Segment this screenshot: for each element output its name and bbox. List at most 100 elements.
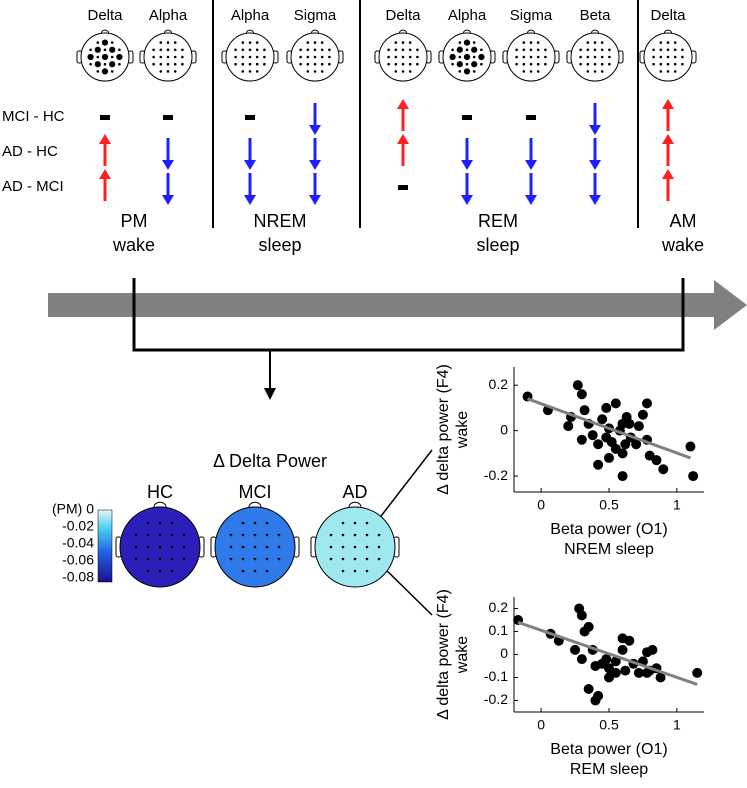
electrode	[96, 41, 100, 44]
electrode	[456, 46, 463, 53]
electrode	[158, 521, 162, 525]
electrode	[673, 41, 677, 44]
point	[593, 439, 604, 450]
electrode	[146, 533, 150, 537]
electrode	[313, 70, 317, 73]
electrode	[608, 55, 611, 59]
stage-label: AM	[670, 211, 697, 231]
electrode	[253, 557, 257, 561]
electrode	[401, 62, 405, 66]
electrode	[536, 70, 540, 73]
electrode	[416, 48, 419, 52]
electrode	[659, 48, 663, 52]
no-change	[100, 115, 110, 120]
electrode	[341, 545, 345, 549]
electrode	[353, 557, 357, 561]
point	[617, 448, 628, 459]
point	[576, 389, 587, 400]
arrow-head	[589, 195, 601, 205]
electrode	[263, 48, 266, 52]
arrow-head	[309, 125, 321, 135]
electrode	[408, 41, 412, 44]
electrode	[170, 521, 174, 525]
fit-line	[527, 397, 691, 460]
point	[590, 695, 601, 706]
electrode	[253, 569, 257, 573]
electrode	[673, 70, 677, 73]
electrode	[255, 41, 259, 44]
electrode	[401, 41, 405, 44]
electrode	[463, 53, 471, 61]
electrode	[94, 61, 101, 68]
band-label: Alpha	[231, 7, 270, 24]
colorbar-tick-label: -0.06	[62, 552, 94, 568]
stage-label: sleep	[476, 235, 519, 255]
electrode	[471, 61, 478, 68]
electrode	[299, 62, 302, 66]
electrode	[586, 62, 590, 66]
electrode	[478, 53, 485, 61]
electrode	[387, 55, 390, 59]
electrode	[408, 48, 412, 52]
head-map	[139, 29, 197, 82]
electrode	[529, 41, 533, 44]
point	[651, 455, 662, 466]
no-change	[245, 115, 255, 120]
electrode	[158, 533, 162, 537]
point	[692, 667, 703, 678]
colorbar-tick-label: -0.04	[62, 535, 94, 551]
electrode	[146, 557, 150, 561]
electrode	[306, 62, 310, 66]
electrode	[529, 55, 533, 59]
electrode	[600, 70, 604, 73]
electrode	[408, 70, 412, 73]
electrode	[394, 62, 398, 66]
electrode	[608, 62, 611, 66]
electrode	[681, 62, 684, 66]
head-map	[115, 501, 205, 588]
point	[624, 635, 635, 646]
point	[604, 452, 614, 463]
electrode	[579, 48, 582, 52]
electrode	[600, 62, 604, 66]
electrode	[166, 55, 170, 59]
electrode	[353, 545, 357, 549]
electrode	[253, 545, 257, 549]
point	[617, 644, 628, 655]
electrode	[265, 533, 269, 537]
electrode	[522, 70, 526, 73]
electrode	[152, 48, 155, 52]
electrode	[353, 521, 357, 525]
electrode	[401, 48, 405, 52]
electrode	[159, 62, 163, 66]
electrode	[365, 569, 369, 573]
electrode	[110, 41, 114, 44]
electrode	[471, 46, 478, 53]
electrode	[229, 545, 233, 549]
arrow-head	[162, 195, 174, 205]
electrode	[458, 41, 462, 44]
point	[601, 654, 612, 665]
electrode	[96, 55, 100, 59]
head-map	[374, 29, 432, 82]
electrode	[681, 48, 684, 52]
electrode	[353, 569, 357, 573]
electrode	[401, 55, 405, 59]
band-label: Delta	[385, 7, 421, 24]
y-axis-label: Δ delta power (F4)	[435, 589, 452, 720]
electrode	[451, 48, 454, 52]
head-map	[76, 29, 134, 82]
electrode	[666, 62, 670, 66]
electrode	[103, 48, 107, 52]
electrode	[173, 62, 177, 66]
electrode	[103, 62, 107, 66]
point	[572, 380, 583, 391]
point	[688, 471, 699, 482]
arrow-head	[589, 125, 601, 135]
electrode	[181, 62, 184, 66]
no-change	[526, 115, 536, 120]
point	[647, 644, 658, 655]
electrode	[158, 557, 162, 561]
electrode	[408, 55, 412, 59]
stage-label: REM	[478, 211, 518, 231]
